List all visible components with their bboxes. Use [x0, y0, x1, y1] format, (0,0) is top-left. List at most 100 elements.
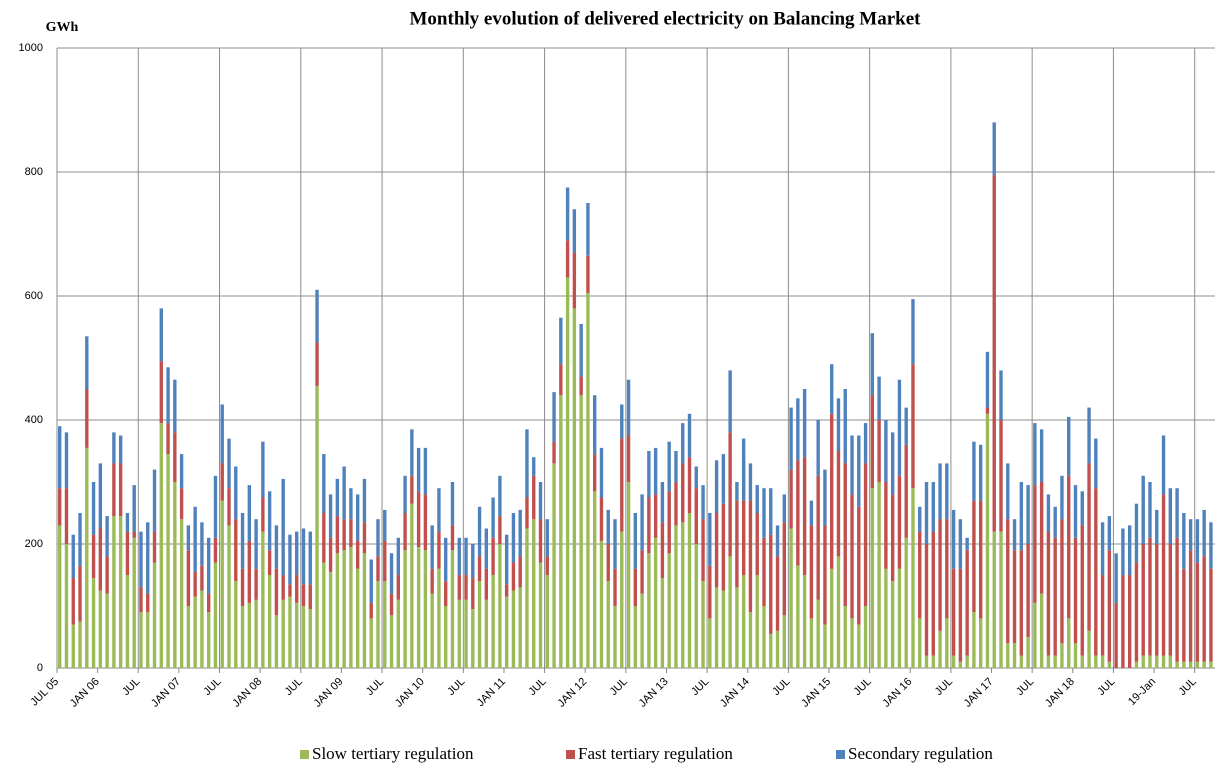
x-tick-label: JUL [120, 676, 142, 698]
bar-segment [1127, 525, 1132, 575]
bar-segment [870, 488, 875, 668]
bar-segment [945, 463, 949, 520]
x-tick-label: JAN 18 [1043, 676, 1077, 710]
bar-segment [633, 568, 638, 606]
bar-segment [1073, 537, 1078, 644]
bar-segment [254, 519, 258, 569]
bar-segment [64, 432, 69, 489]
bar-segment [1006, 643, 1010, 668]
bar-segment [613, 606, 617, 668]
bar-segment [1175, 661, 1179, 668]
bar-segment [1155, 655, 1159, 668]
bar-segment [572, 308, 577, 668]
y-tick-label: 600 [25, 290, 43, 302]
bar-segment [924, 544, 929, 656]
bar-segment [179, 488, 184, 520]
bar-segment [213, 475, 218, 538]
bar-segment [281, 599, 285, 668]
bar-segment [877, 482, 881, 668]
bar-segment [816, 475, 820, 600]
bar-segment [606, 544, 610, 582]
bar-segment [342, 550, 346, 668]
bar-segment [775, 556, 780, 631]
bar-segment [1067, 416, 1071, 476]
bar-segment [477, 556, 482, 582]
bar-segment [1019, 655, 1024, 668]
bar-segment [782, 522, 786, 616]
bar-segment [816, 420, 820, 476]
bar-segment [471, 544, 475, 579]
x-tick-label: JAN 13 [637, 676, 671, 710]
bar-segment [640, 494, 644, 551]
bar-segment [471, 609, 475, 668]
bar-segment [518, 509, 522, 557]
bar-segment [355, 568, 360, 668]
bar-segment [924, 482, 929, 544]
bar-segment [58, 426, 62, 489]
bar-segment [1155, 509, 1159, 544]
bar-segment [139, 612, 143, 668]
bar-segment [179, 519, 184, 668]
bar-segment [179, 454, 184, 489]
bar-segment [843, 606, 847, 668]
bar-segment [694, 466, 698, 489]
bar-segment [674, 482, 678, 526]
bar-segment [91, 482, 96, 535]
bar-segment [511, 562, 516, 591]
bar-segment [538, 519, 543, 563]
bar-segment [471, 578, 475, 610]
bar-segment [159, 308, 163, 362]
bar-segment [1209, 661, 1213, 668]
bar-segment [193, 506, 197, 572]
bar-segment [1006, 463, 1010, 520]
bar-segment [613, 519, 617, 569]
legend-swatch [836, 750, 845, 759]
bar-segment [240, 606, 245, 668]
bar-segment [64, 488, 69, 544]
bar-segment [301, 528, 306, 585]
bar-segment [714, 513, 719, 588]
bar-segment [132, 485, 136, 532]
bar-segment [762, 488, 766, 538]
bar-segment [796, 565, 800, 668]
bar-segment [234, 466, 238, 520]
bar-segment [200, 590, 204, 668]
bar-segment [613, 568, 617, 606]
legend-label: Slow tertiary regulation [312, 744, 474, 763]
bar-segment [532, 519, 536, 668]
bar-segment [159, 361, 163, 424]
bar-segment [1026, 544, 1030, 637]
bar-segment [890, 494, 895, 582]
bar-segment [857, 506, 861, 625]
bar-segment [484, 599, 489, 668]
x-tick-label: JAN 09 [312, 676, 346, 710]
bar-segment [105, 593, 109, 668]
bar-segment [376, 556, 380, 582]
bar-segment [850, 435, 854, 495]
bar-segment [904, 444, 908, 538]
bar-segment [809, 500, 814, 526]
bar-segment [586, 292, 590, 668]
bar-segment [931, 482, 935, 532]
bar-segment [653, 494, 658, 538]
bar-segment [985, 413, 990, 668]
bar-segment [267, 550, 272, 575]
bar-segment [322, 562, 326, 668]
bar-segment [328, 494, 333, 538]
bar-segment [1019, 550, 1024, 656]
bar-segment [355, 540, 360, 569]
bar-segment [931, 655, 935, 668]
bar-segment [1141, 544, 1145, 656]
bar-segment [213, 537, 218, 563]
bar-segment [1060, 643, 1064, 668]
x-tick-label: JAN 06 [68, 676, 102, 710]
bar-segment [951, 568, 956, 656]
bar-segment [1026, 637, 1030, 668]
x-tick-label: JUL [851, 676, 873, 698]
bar-segment [355, 494, 360, 541]
bar-segment [1188, 519, 1193, 551]
bar-segment [1053, 537, 1057, 656]
bar-segment [1012, 643, 1017, 668]
bar-segment [911, 488, 915, 668]
bar-segment [1033, 423, 1037, 486]
